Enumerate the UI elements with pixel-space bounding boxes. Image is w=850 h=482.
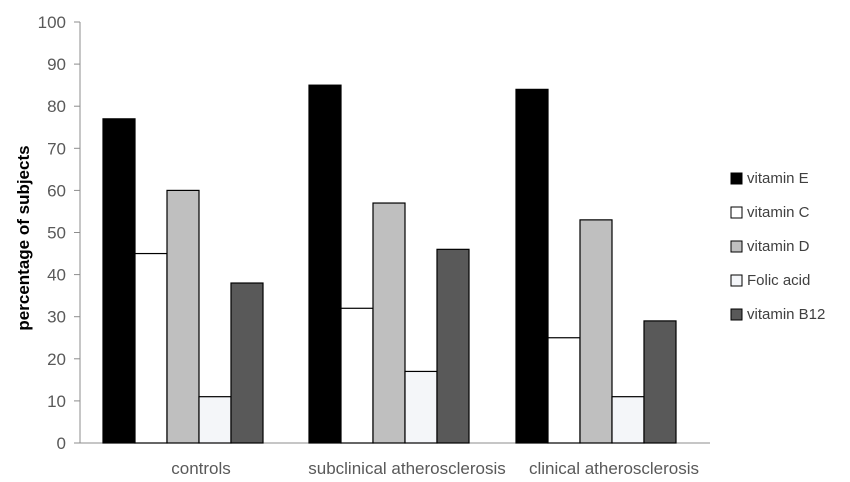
bar-vitamin-c	[547, 337, 581, 444]
bar-folic-acid	[198, 396, 232, 444]
y-tick-label: 30	[47, 308, 66, 327]
bar-vitamin-c	[134, 252, 168, 444]
y-tick-label: 100	[38, 13, 66, 32]
legend-label: vitamin C	[747, 204, 810, 221]
bar-vitamin-e	[308, 84, 342, 444]
legend-swatch	[730, 274, 743, 287]
y-tick-label: 60	[47, 181, 66, 200]
bars-group	[102, 84, 677, 444]
x-category-label: controls	[171, 459, 231, 478]
bar-vitamin-c	[340, 307, 374, 444]
bar-vitamin-b12	[436, 248, 470, 444]
bar-folic-acid	[611, 396, 645, 444]
bar-vitamin-b12	[230, 282, 264, 444]
y-tick-label: 20	[47, 350, 66, 369]
legend-label: vitamin D	[747, 238, 810, 255]
legend-label: vitamin B12	[747, 306, 825, 323]
legend-swatch	[730, 206, 743, 219]
legend-swatch	[730, 240, 743, 253]
bar-vitamin-e	[515, 88, 549, 444]
bar-folic-acid	[404, 370, 438, 444]
y-tick-label: 0	[57, 434, 66, 453]
legend-label: vitamin E	[747, 170, 809, 187]
category-labels: controls subclinical atherosclerosis clini…	[171, 459, 699, 478]
bar-vitamin-d	[166, 189, 200, 444]
y-tick-label: 80	[47, 97, 66, 116]
x-category-label: subclinical atherosclerosis	[308, 459, 505, 478]
y-tick-label: 10	[47, 392, 66, 411]
legend-swatch	[730, 308, 743, 321]
bar-vitamin-e	[102, 118, 136, 444]
y-tick-label: 90	[47, 55, 66, 74]
bar-vitamin-b12	[643, 320, 677, 444]
y-tick-label: 50	[47, 224, 66, 243]
y-axis-ticks: 0 10 20 30 40 50 60 70 80 90 100	[38, 13, 80, 453]
bar-vitamin-d	[372, 202, 406, 444]
bar-vitamin-d	[579, 219, 613, 444]
legend: vitamin E vitamin C vitamin D Folic acid vit…	[730, 170, 825, 323]
legend-swatch	[730, 172, 743, 185]
legend-label: Folic acid	[747, 272, 810, 289]
y-tick-label: 40	[47, 266, 66, 285]
x-category-label: clinical atherosclerosis	[529, 459, 699, 478]
y-axis-label: percentage of subjects	[14, 145, 33, 330]
y-tick-label: 70	[47, 139, 66, 158]
